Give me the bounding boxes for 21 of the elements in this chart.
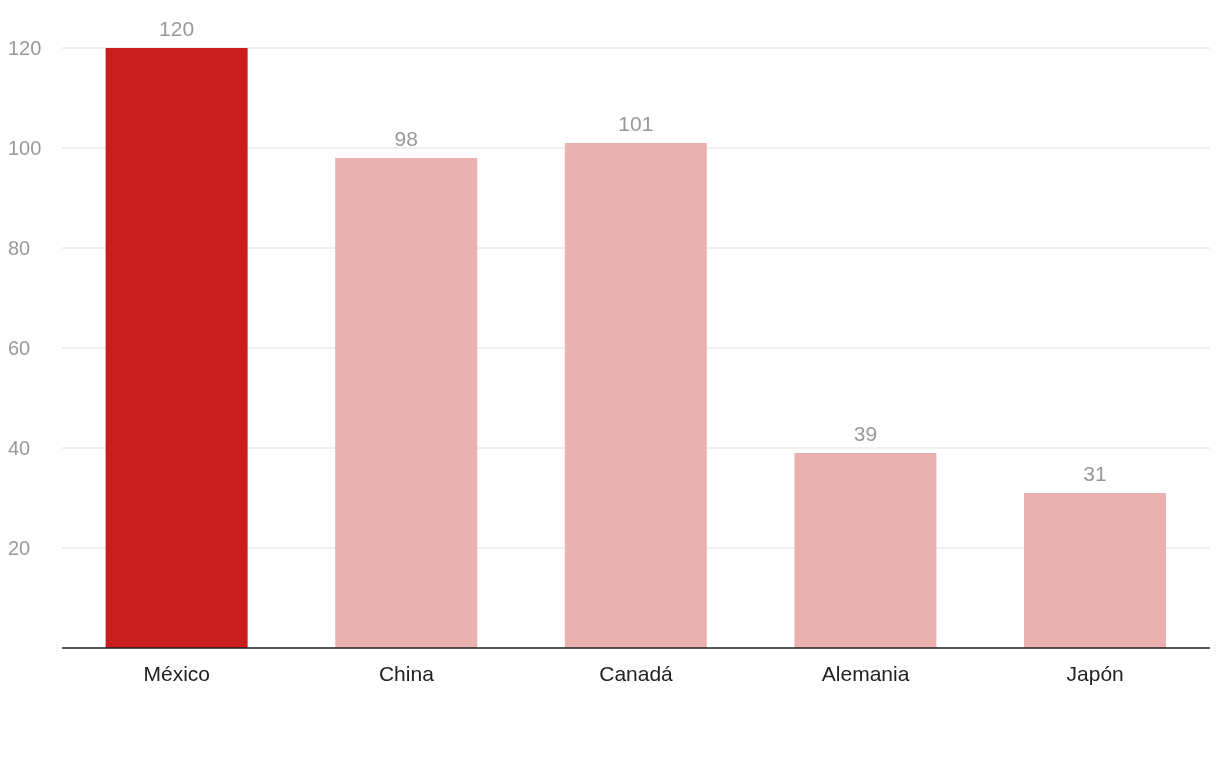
data-label: 39 [853,422,878,445]
x-tick-label: Alemania [821,661,910,685]
y-tick-label: 80 [8,237,31,260]
y-tick-label: 20 [8,537,31,560]
y-tick-label: 100 [8,137,42,160]
bar [105,48,248,648]
x-tick-label: Canadá [599,661,674,685]
x-tick-label: China [378,661,435,685]
data-label: 31 [1083,462,1107,485]
data-label: 98 [394,127,418,150]
y-tick-label: 120 [8,37,42,60]
bar [1024,493,1167,648]
bar [564,143,707,648]
bar [335,158,478,648]
bar [794,453,937,648]
y-tick-label: 40 [8,437,31,460]
x-tick-label: Japón [1066,661,1124,685]
data-label: 101 [618,112,654,135]
y-tick-label: 60 [8,337,31,360]
x-tick-label: México [143,661,211,685]
data-label: 120 [159,17,195,40]
